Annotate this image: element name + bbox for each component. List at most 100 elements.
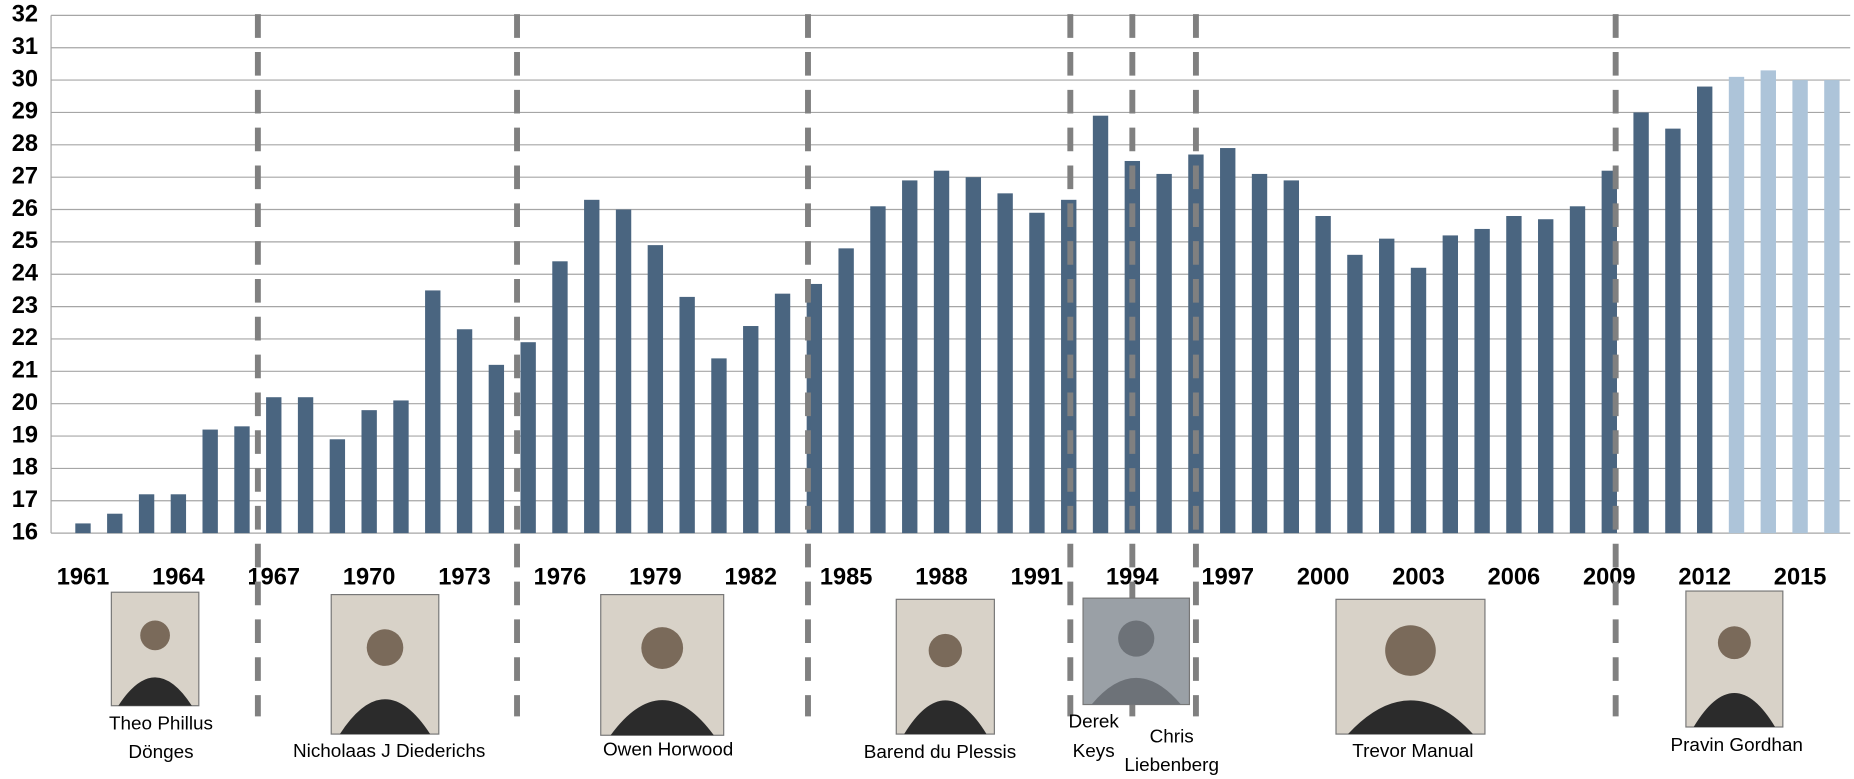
x-tick-label: 1988 — [915, 564, 968, 590]
bar — [1728, 76, 1745, 534]
bar — [1506, 215, 1522, 534]
minister-photo — [110, 591, 200, 707]
bar — [838, 248, 854, 534]
bar — [965, 177, 982, 534]
minister-name: Barend du Plessis — [864, 742, 1016, 763]
photo-head — [1717, 626, 1751, 660]
bar — [997, 193, 1013, 534]
minister-name: Theo Phillus — [109, 714, 213, 735]
x-tick-label: 2015 — [1774, 564, 1827, 590]
x-tick-label: 1997 — [1201, 564, 1254, 590]
bar — [1220, 148, 1236, 534]
bar — [75, 523, 91, 534]
bar — [202, 429, 218, 534]
bar — [361, 410, 377, 534]
photo-head — [1385, 625, 1436, 676]
minister-name: Chris — [1150, 727, 1194, 748]
minister-name: Dönges — [128, 742, 193, 763]
minister-name: Keys — [1073, 741, 1115, 762]
y-tick-label: 28 — [12, 131, 38, 157]
bar — [520, 342, 536, 534]
photo-body — [118, 677, 192, 706]
y-tick-label: 31 — [12, 34, 38, 60]
bar — [1442, 235, 1458, 534]
minister-name: Derek — [1068, 711, 1119, 732]
minister-photo — [1685, 590, 1784, 728]
y-tick-label: 23 — [12, 293, 38, 319]
y-tick-label: 18 — [12, 455, 38, 481]
minister-name: Nicholaas J Diederichs — [293, 741, 485, 762]
bar — [107, 513, 123, 534]
bar — [774, 293, 791, 534]
bar — [902, 180, 918, 534]
bar — [234, 426, 250, 534]
x-tick-label: 2009 — [1583, 564, 1636, 590]
bar — [1633, 112, 1649, 534]
y-tick-label: 24 — [12, 260, 39, 286]
bar — [743, 326, 759, 534]
y-tick-label: 16 — [12, 519, 38, 545]
y-tick-label: 27 — [12, 163, 38, 189]
photo-head — [1118, 620, 1155, 657]
x-tick-label: 1964 — [152, 564, 205, 590]
photo-head — [140, 620, 170, 651]
bar — [1538, 219, 1554, 534]
bar — [1283, 180, 1300, 534]
bar — [1315, 215, 1331, 534]
bar — [870, 206, 886, 534]
bar — [1124, 160, 1141, 534]
y-tick-label: 30 — [12, 66, 38, 92]
x-tick-label: 1991 — [1011, 564, 1064, 590]
y-tick-label: 21 — [12, 358, 38, 384]
photo-body — [339, 699, 431, 735]
bar — [329, 439, 346, 534]
bar — [393, 400, 409, 534]
bar — [1347, 254, 1363, 534]
bar — [679, 296, 695, 534]
x-tick-label: 1979 — [629, 564, 682, 590]
bar — [933, 170, 950, 534]
x-tick-label: 1973 — [438, 564, 491, 590]
y-tick-label: 32 — [12, 2, 38, 28]
photo-head — [366, 629, 404, 666]
bar — [1697, 86, 1713, 534]
minister-name: Trevor Manual — [1352, 741, 1473, 762]
x-tick-label: 2012 — [1678, 564, 1731, 590]
bar — [297, 397, 314, 534]
y-tick-label: 17 — [12, 487, 38, 513]
x-tick-label: 1970 — [343, 564, 396, 590]
x-tick-label: 2003 — [1392, 564, 1445, 590]
bar — [1792, 80, 1808, 534]
y-tick-label: 25 — [12, 228, 38, 254]
bar — [1156, 173, 1172, 534]
bar — [425, 290, 441, 534]
bar — [584, 199, 600, 534]
y-tick-label: 26 — [12, 196, 38, 222]
y-tick-label: 19 — [12, 422, 38, 448]
bar — [1569, 206, 1586, 534]
bar — [266, 397, 282, 534]
bar — [1379, 238, 1395, 534]
bar — [1824, 80, 1840, 534]
bar — [552, 261, 568, 534]
x-tick-label: 2000 — [1297, 564, 1350, 590]
bar — [1410, 267, 1427, 534]
bar — [1760, 70, 1776, 534]
bar — [1029, 212, 1045, 534]
y-tick-label: 22 — [12, 325, 38, 351]
photo-head — [928, 633, 963, 668]
photo-body — [904, 700, 987, 735]
photo-head — [641, 627, 684, 669]
bar — [615, 209, 632, 534]
photo-body — [1347, 700, 1474, 735]
x-tick-label: 1976 — [534, 564, 587, 590]
x-tick-label: 1982 — [724, 564, 777, 590]
bar — [138, 494, 155, 534]
minister-photo — [600, 594, 725, 736]
x-tick-label: 1985 — [820, 564, 873, 590]
x-tick-label: 2006 — [1488, 564, 1541, 590]
photo-body — [1693, 693, 1776, 727]
bar — [711, 358, 727, 534]
y-tick-label: 29 — [12, 99, 38, 125]
